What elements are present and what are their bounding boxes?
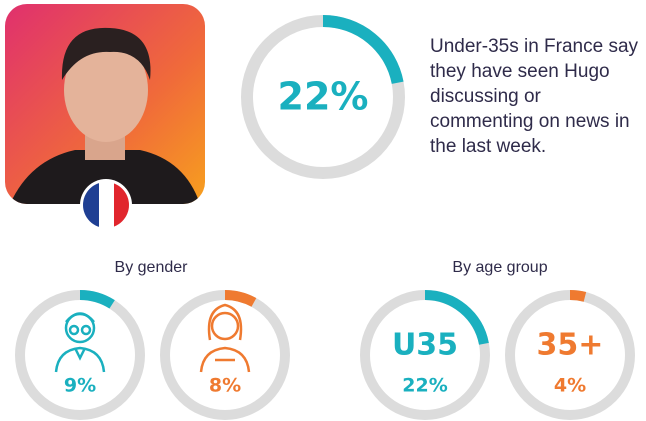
woman-icon	[199, 303, 251, 373]
percent-label: 22%	[402, 375, 447, 397]
percent-label: 9%	[64, 375, 96, 397]
photo	[5, 4, 205, 204]
ring-arc	[569, 290, 587, 302]
ring-arc	[79, 290, 115, 309]
group-name: U35	[392, 328, 458, 363]
ring-arc	[224, 290, 257, 307]
man-icon	[54, 312, 106, 373]
section-title: By age group	[452, 259, 547, 276]
headline-percent: 22%	[278, 75, 369, 119]
ring-arc	[424, 290, 489, 345]
headline-text: Under-35s in France say they have seen H…	[430, 36, 639, 157]
group-name: 35+	[537, 328, 604, 363]
ring-arc	[322, 15, 404, 85]
percent-label: 4%	[554, 375, 586, 397]
flag	[80, 179, 132, 231]
section-title: By gender	[115, 259, 189, 276]
percent-label: 8%	[209, 375, 241, 397]
